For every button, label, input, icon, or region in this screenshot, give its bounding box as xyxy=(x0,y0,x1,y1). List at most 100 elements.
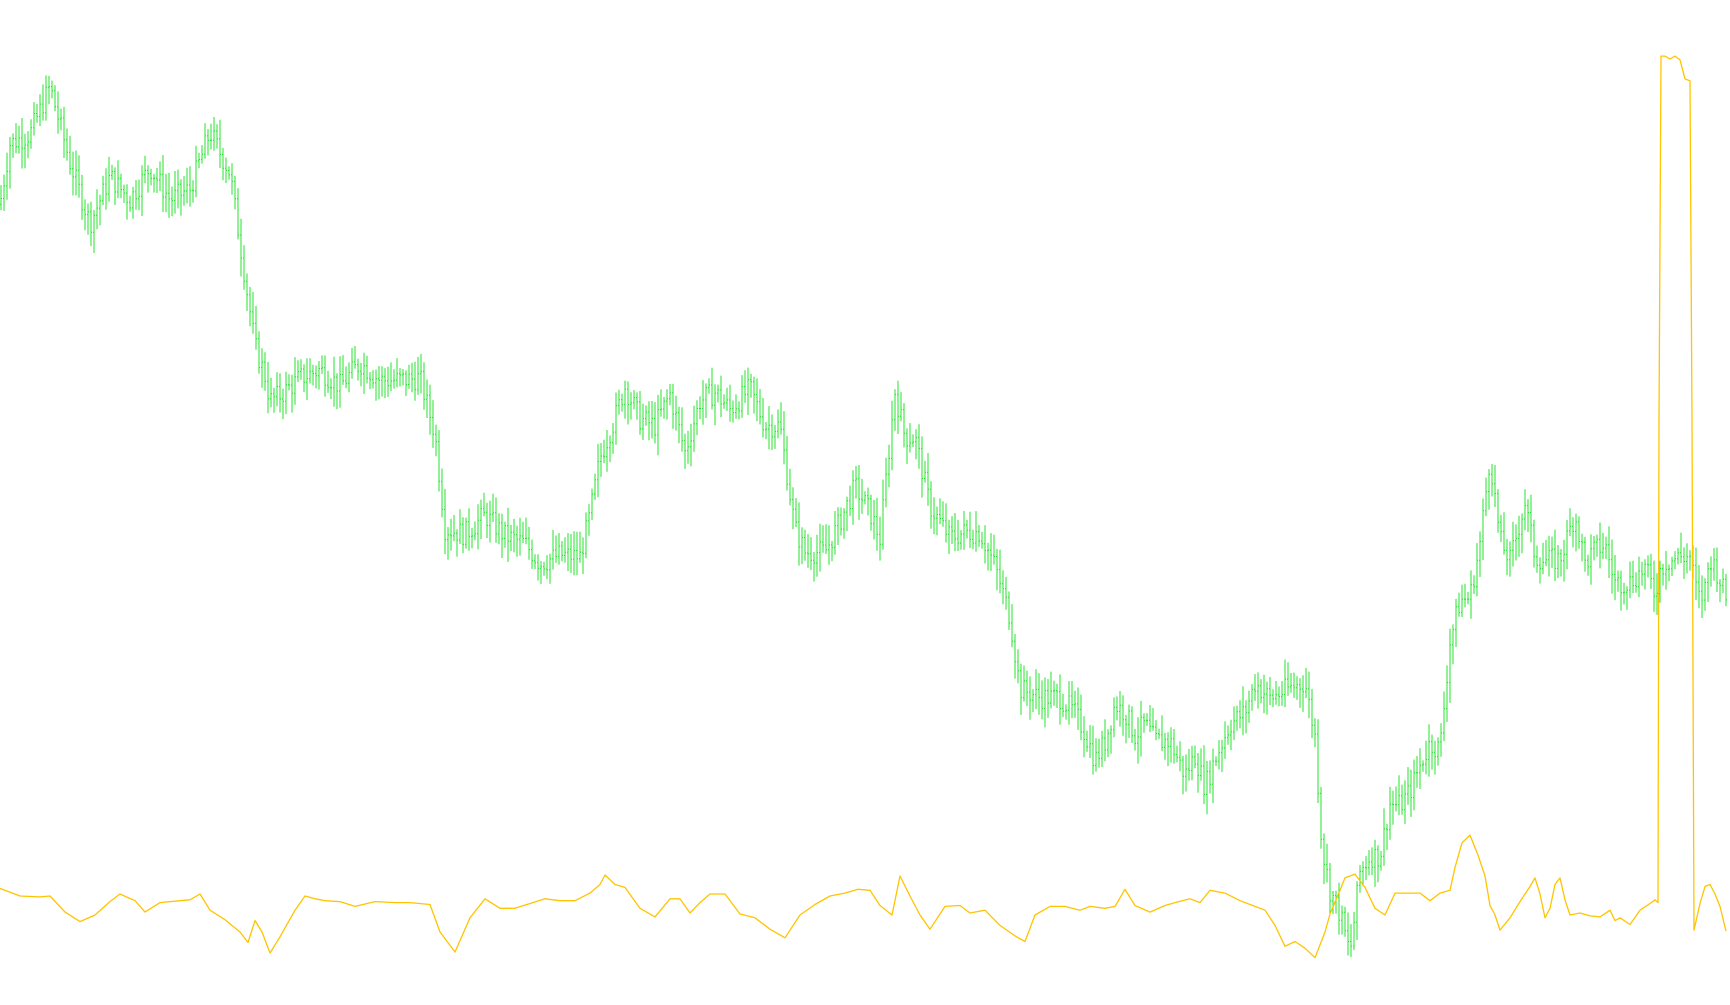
price-bar xyxy=(375,369,377,401)
price-bar xyxy=(534,554,536,569)
price-bar xyxy=(1680,532,1682,564)
price-bar xyxy=(1452,624,1454,665)
price-bar xyxy=(1023,665,1025,702)
price-bar xyxy=(648,401,650,441)
price-bar xyxy=(606,430,608,472)
price-bar xyxy=(1584,536,1586,572)
price-bar xyxy=(153,173,155,193)
price-bar xyxy=(969,511,971,548)
price-bar xyxy=(957,519,959,551)
price-bar xyxy=(588,504,590,536)
price-bar xyxy=(450,518,452,551)
price-bar xyxy=(501,513,503,558)
price-bar xyxy=(618,389,620,415)
price-bar xyxy=(99,194,101,226)
price-bar xyxy=(1377,845,1379,883)
price-bar xyxy=(795,498,797,527)
price-bar xyxy=(768,406,770,450)
price-bar xyxy=(357,358,359,381)
price-bar xyxy=(1053,680,1055,706)
price-bar xyxy=(930,481,932,529)
price-bar xyxy=(1149,705,1151,733)
price-bar xyxy=(1035,669,1037,710)
price-bar xyxy=(978,525,980,547)
price-bar xyxy=(1263,674,1265,714)
price-bar xyxy=(915,429,917,460)
price-bar xyxy=(1083,716,1085,758)
price-bar xyxy=(600,443,602,477)
price-bar xyxy=(999,549,1001,594)
price-bar xyxy=(741,375,743,418)
price-bar xyxy=(213,117,215,151)
price-bar xyxy=(303,364,305,393)
price-bar xyxy=(1662,563,1664,586)
price-bar xyxy=(1653,560,1655,612)
price-bar xyxy=(1068,681,1070,725)
price-bar xyxy=(1479,531,1481,578)
price-bar xyxy=(1290,673,1292,693)
price-bar xyxy=(753,376,755,414)
price-bar xyxy=(399,368,401,387)
price-bar xyxy=(1608,526,1610,578)
price-bar xyxy=(867,487,869,516)
price-bar xyxy=(777,409,779,439)
price-bar xyxy=(1509,541,1511,577)
price-bar xyxy=(108,156,110,202)
price-bar xyxy=(387,366,389,397)
price-bar xyxy=(1056,683,1058,708)
price-bar xyxy=(354,346,356,369)
price-bar xyxy=(1323,833,1325,884)
price-bar xyxy=(345,366,347,389)
price-bar xyxy=(1104,719,1106,762)
price-bar xyxy=(66,128,68,161)
price-bar xyxy=(312,364,314,386)
price-bar xyxy=(1146,713,1148,726)
price-bar xyxy=(438,430,440,492)
price-bar xyxy=(282,388,284,420)
price-bar xyxy=(1008,591,1010,630)
indicator-line xyxy=(0,55,1727,959)
price-bar xyxy=(984,525,986,564)
price-bar xyxy=(1605,536,1607,560)
price-bar xyxy=(735,394,737,419)
price-bar xyxy=(267,361,269,414)
price-bar xyxy=(816,534,818,577)
price-bar xyxy=(891,400,893,471)
price-bar xyxy=(1281,681,1283,706)
price-bar xyxy=(1470,570,1472,619)
price-bar xyxy=(39,94,41,127)
price-bar xyxy=(477,504,479,550)
price-bar xyxy=(945,503,947,543)
price-bar xyxy=(27,131,29,159)
price-bar xyxy=(1224,721,1226,759)
price-bar xyxy=(408,364,410,389)
price-bar xyxy=(672,383,674,429)
price-bar xyxy=(12,133,14,158)
price-bar xyxy=(603,439,605,464)
price-bar xyxy=(1416,756,1418,788)
price-bar xyxy=(1371,847,1373,876)
price-bar xyxy=(210,123,212,150)
price-bar xyxy=(315,365,317,389)
price-bar xyxy=(1641,561,1643,586)
price-bar xyxy=(234,175,236,210)
price-bar xyxy=(1011,604,1013,648)
price-bar xyxy=(504,521,506,548)
price-bar xyxy=(798,502,800,566)
price-bar xyxy=(1353,911,1355,951)
price-bar xyxy=(486,502,488,538)
price-bar xyxy=(942,501,944,527)
price-bar xyxy=(612,423,614,454)
price-bar xyxy=(1713,548,1715,581)
price-bar xyxy=(993,534,995,565)
price-bar xyxy=(1638,556,1640,598)
price-bar xyxy=(330,378,332,400)
price-bar xyxy=(1272,689,1274,708)
price-bar xyxy=(996,548,998,591)
price-bar xyxy=(909,423,911,453)
price-bar xyxy=(372,370,374,389)
price-bar xyxy=(1503,512,1505,555)
price-bar xyxy=(1080,694,1082,741)
price-bar xyxy=(1374,839,1376,887)
price-bar xyxy=(1086,730,1088,752)
